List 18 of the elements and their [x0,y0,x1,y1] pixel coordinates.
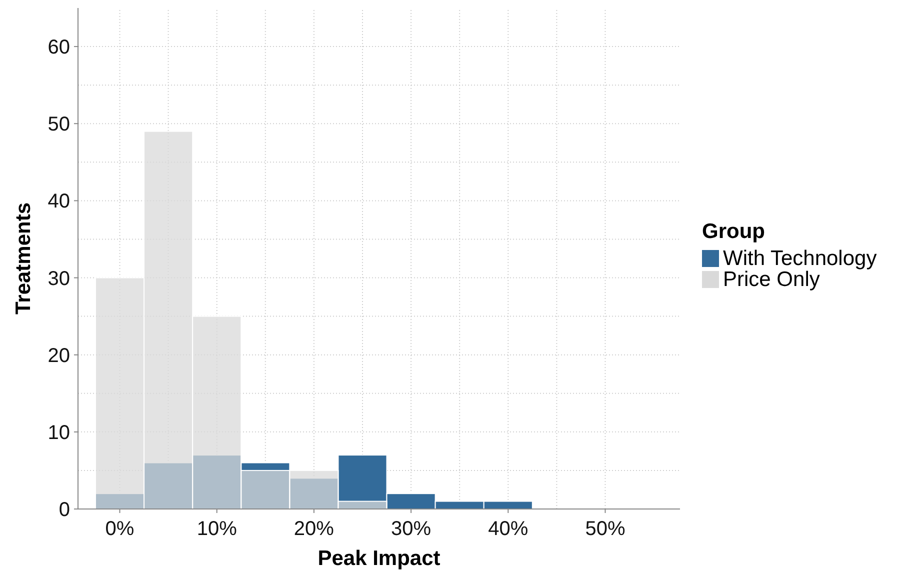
x-tick-label: 40% [488,518,528,540]
y-tick-label: 0 [58,499,70,521]
x-axis-title: Peak Impact [318,547,440,570]
y-tick-label: 30 [48,268,70,290]
y-tick-label: 10 [48,422,70,444]
legend-label: Price Only [723,268,820,291]
y-axis-title: Treatments [12,202,35,315]
x-tick-label: 10% [196,518,238,540]
x-tick-label: 50% [585,518,626,540]
x-tick-label: 30% [391,518,432,540]
y-tick-label: 20 [48,344,70,367]
legend-label: With Technology [723,247,878,270]
x-tick-label: 20% [294,518,334,540]
x-tick-label: 0% [105,518,134,540]
legend-title: Group [702,220,765,243]
y-tick-label: 40 [48,190,70,213]
y-tick-label: 60 [48,36,70,59]
y-tick-label: 50 [48,114,70,136]
